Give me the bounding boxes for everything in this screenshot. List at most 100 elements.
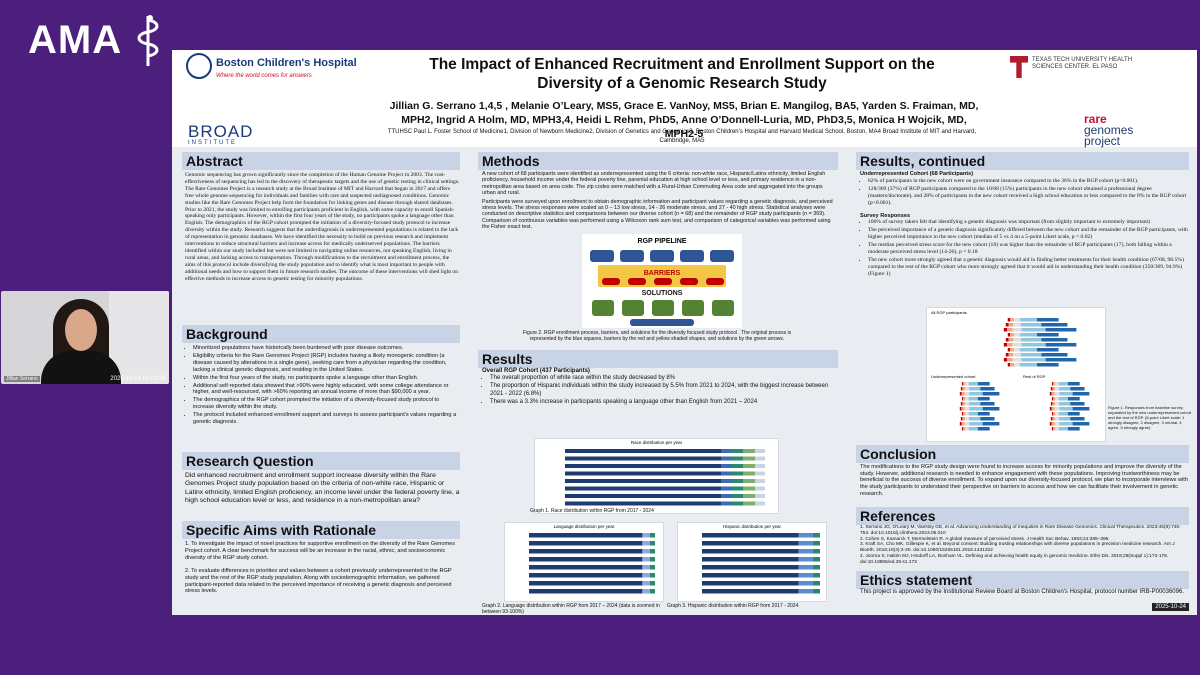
likert-segment: [960, 402, 963, 406]
likert-segment: [968, 427, 978, 431]
likert-segment: [959, 392, 962, 396]
likert-segment: [1054, 407, 1060, 411]
methods-heading: Methods: [478, 152, 838, 170]
likert-segment: [982, 422, 1000, 426]
bar-segment: [642, 549, 650, 554]
likert-segment: [1053, 412, 1056, 416]
conclusion-body: The modifications to the RGP study desig…: [860, 464, 1188, 497]
bar-segment: [743, 479, 755, 483]
results-list: Overall RGP Cohort (437 Participants) Th…: [482, 368, 837, 407]
bar-segment: [743, 464, 755, 468]
language-chart: Language distribution per year: [504, 522, 664, 602]
likert-segment: [1020, 318, 1038, 322]
staff-of-asclepius-icon: [137, 15, 159, 66]
research-question-body: Did enhanced recruitment and enrollment …: [185, 472, 460, 505]
bar-segment: [702, 557, 799, 562]
likert-segment: [977, 397, 990, 401]
likert-segment: [977, 382, 990, 386]
bar-segment: [743, 501, 755, 506]
likert-segment: [1055, 427, 1059, 431]
bar-segment: [649, 549, 655, 554]
bar-segment: [812, 573, 820, 578]
background-list: Minoritized populations have historicall…: [185, 345, 460, 427]
likert-segment: [1008, 338, 1014, 342]
likert-segment: [1005, 323, 1009, 327]
likert-segment: [1054, 392, 1060, 396]
likert-segment: [1007, 358, 1013, 362]
bar-segment: [812, 565, 820, 570]
bch-seal-icon: [186, 53, 212, 79]
likert-segment: [1007, 318, 1011, 322]
likert-segment: [1054, 402, 1060, 406]
likert-segment: [1041, 353, 1068, 357]
likert-segment: [961, 392, 965, 396]
likert-segment: [1059, 422, 1073, 426]
likert-segment: [961, 422, 965, 426]
bch-logo: Boston Children's Hospital Where the wor…: [186, 53, 386, 87]
survey-figure-caption: Figure 1. Responses from baseline survey…: [1108, 405, 1192, 430]
ama-logo-text: AMA: [28, 18, 123, 62]
bar-segment: [565, 449, 721, 453]
bar-segment: [702, 573, 799, 578]
likert-segment: [1020, 323, 1042, 327]
likert-segment: [1051, 382, 1054, 386]
rgp-logo: rare genomes project: [1084, 112, 1134, 148]
bar-segment: [642, 573, 650, 578]
likert-segment: [1058, 382, 1068, 386]
likert-segment: [1049, 407, 1052, 411]
likert-segment: [1020, 353, 1042, 357]
bar-segment: [565, 464, 721, 468]
bar-segment: [731, 456, 743, 461]
bar-segment: [529, 565, 643, 570]
likert-segment: [1055, 412, 1059, 416]
bar-segment: [721, 471, 731, 476]
race-bars: [565, 449, 765, 506]
specific-aims-heading: Specific Aims with Rationale: [182, 521, 460, 539]
bar-segment: [812, 581, 820, 586]
rgp-pipeline-figure: RGP PIPELINE BARRIERS SOLUTIONS: [582, 234, 742, 328]
bar-segment: [565, 501, 721, 506]
bar-segment: [649, 533, 655, 538]
likert-segment: [1053, 427, 1056, 431]
bar-segment: [743, 471, 755, 476]
likert-segment: [1067, 427, 1080, 431]
bar-segment: [743, 456, 755, 461]
likert-segment: [965, 382, 969, 386]
bar-segment: [649, 573, 655, 578]
likert-segment: [1007, 363, 1011, 367]
likert-segment: [1067, 397, 1080, 401]
likert-segment: [1050, 417, 1053, 421]
poster-affiliations: TTUHSC Paul L. Foster School of Medicine…: [387, 129, 977, 144]
ethics-body: This project is approved by the Institut…: [860, 589, 1184, 595]
likert-segment: [960, 417, 963, 421]
bar-segment: [731, 449, 743, 453]
bar-segment: [812, 549, 820, 554]
bar-segment: [755, 479, 765, 483]
likert-segment: [1041, 338, 1068, 342]
bar-segment: [721, 501, 731, 506]
likert-segment: [1020, 363, 1038, 367]
likert-segment: [1005, 338, 1009, 342]
bar-segment: [721, 479, 731, 483]
results-continued-body: Underrepresented Cohort (68 Participants…: [860, 171, 1190, 279]
barriers-label: BARRIERS: [643, 270, 681, 277]
likert-segment: [1010, 348, 1014, 352]
likert-segment: [962, 387, 965, 391]
bar-segment: [649, 557, 655, 562]
likert-segment: [968, 382, 978, 386]
bar-segment: [642, 581, 650, 586]
likert-segment: [1041, 323, 1068, 327]
bar-segment: [529, 581, 643, 586]
poster-timestamp: 2025-10-24: [1152, 603, 1189, 611]
shared-poster: Boston Children's Hospital Where the wor…: [172, 50, 1197, 615]
bar-segment: [721, 464, 731, 468]
bar-segment: [731, 471, 743, 476]
likert-segment: [1037, 318, 1059, 322]
double-t-icon: [1010, 56, 1028, 78]
likert-segment: [961, 412, 964, 416]
likert-segment: [962, 402, 965, 406]
likert-segment: [980, 387, 995, 391]
poster-authors: Jillian G. Serrano 1,4,5 , Melanie O’Lea…: [389, 100, 979, 140]
likert-segment: [1070, 402, 1085, 406]
